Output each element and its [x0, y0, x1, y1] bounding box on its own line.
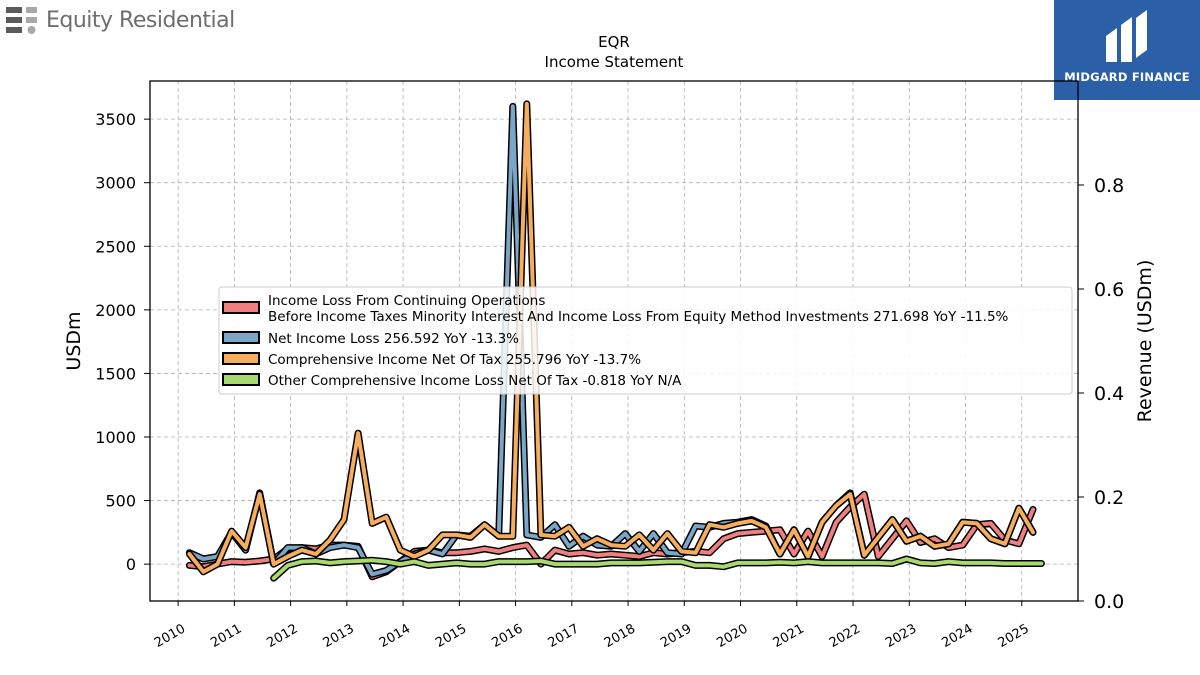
x-axis-ticks: 2010 2011 2012 2013 2014 2015 2016 2017 2018 2019… — [152, 601, 1032, 651]
legend-swatch-net-income — [222, 331, 260, 344]
x-tick-label: 2010 — [152, 621, 188, 651]
y-axis-ticks: 0 500 1000 1500 2000 2500 3000 3500 — [95, 110, 150, 574]
legend-label-other-comprehensive: Other Comprehensive Income Loss Net Of T… — [268, 373, 682, 389]
legend-label-net-income: Net Income Loss 256.592 YoY -13.3% — [268, 331, 519, 347]
x-tick-label: 2016 — [489, 621, 525, 651]
y2-axis-ticks: 0.0 0.2 0.4 0.6 0.8 — [1078, 175, 1124, 613]
x-tick-label: 2022 — [827, 621, 863, 651]
y2-axis-label: Revenue (USDm) — [1134, 260, 1156, 423]
legend-label-income-before-tax-line2: Before Income Taxes Minority Interest An… — [268, 309, 1009, 325]
y2-tick-label: 0.8 — [1094, 175, 1124, 197]
y-tick-label: 2500 — [95, 237, 136, 256]
y-tick-label: 3000 — [95, 174, 136, 193]
y-tick-label: 1000 — [95, 428, 136, 447]
series-line-comprehensive — [187, 101, 1035, 574]
legend: Income Loss From Continuing Operations B… — [218, 286, 1073, 395]
legend-label-income-before-tax-line1: Income Loss From Continuing Operations — [268, 293, 545, 309]
x-tick-label: 2023 — [883, 621, 919, 651]
x-tick-label: 2015 — [433, 621, 469, 651]
legend-swatch-income-before-tax — [222, 301, 260, 314]
y-axis-label: USDm — [63, 311, 85, 370]
series-layer — [185, 100, 1045, 582]
legend-swatch-other-comprehensive — [222, 373, 260, 386]
equity-residential-logo-mark — [6, 6, 38, 34]
y2-tick-label: 0.6 — [1094, 279, 1124, 301]
x-tick-label: 2013 — [321, 621, 357, 651]
equity-residential-wordmark: Equity Residential — [46, 7, 235, 33]
y2-tick-label: 0.0 — [1094, 591, 1124, 613]
legend-swatch-comprehensive — [222, 352, 260, 365]
plot-frame — [149, 80, 1079, 602]
y-tick-label: 0 — [126, 555, 136, 574]
y2-tick-label: 0.4 — [1094, 383, 1124, 405]
y-tick-label: 3500 — [95, 110, 136, 129]
midgard-finance-wordmark: MIDGARD FINANCE — [1064, 70, 1190, 84]
y-tick-label: 1500 — [95, 364, 136, 383]
x-tick-label: 2025 — [996, 621, 1032, 651]
x-tick-label: 2017 — [546, 621, 582, 651]
midgard-finance-emblem-icon — [1106, 10, 1147, 62]
x-tick-label: 2014 — [377, 621, 413, 651]
legend-label-comprehensive: Comprehensive Income Net Of Tax 255.796 … — [268, 352, 641, 368]
x-tick-label: 2019 — [658, 621, 694, 651]
midgard-finance-logo: MIDGARD FINANCE — [1054, 0, 1200, 100]
legend-box — [218, 286, 1073, 395]
x-tick-label: 2018 — [602, 621, 638, 651]
x-tick-label: 2021 — [771, 621, 807, 651]
y2-tick-label: 0.2 — [1094, 487, 1124, 509]
x-tick-label: 2012 — [264, 621, 300, 651]
x-tick-label: 2011 — [208, 621, 244, 651]
equity-residential-logo: Equity Residential — [6, 5, 235, 35]
x-tick-label: 2024 — [939, 621, 975, 651]
series-line-other_comprehensive — [271, 557, 1044, 581]
y-tick-label: 2000 — [95, 301, 136, 320]
x-tick-label: 2020 — [714, 621, 750, 651]
chart-subtitle: Income Statement — [545, 53, 684, 71]
chart-title: EQR — [598, 33, 630, 51]
y-tick-label: 500 — [105, 492, 136, 511]
